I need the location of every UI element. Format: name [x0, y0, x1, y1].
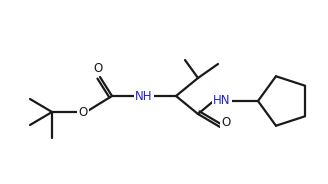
- Text: O: O: [78, 105, 88, 118]
- Text: O: O: [221, 116, 231, 130]
- Text: HN: HN: [213, 95, 231, 107]
- Text: O: O: [93, 63, 103, 75]
- Text: NH: NH: [135, 89, 153, 102]
